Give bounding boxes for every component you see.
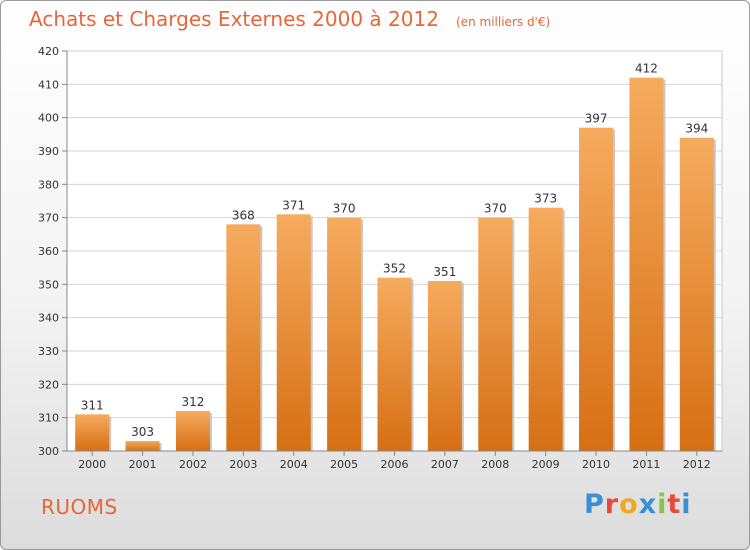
y-tick-label: 320	[38, 378, 59, 391]
bar	[226, 224, 261, 451]
logo-letter: i	[657, 489, 668, 520]
bar-value-label: 373	[534, 192, 557, 206]
x-tick-label: 2012	[683, 458, 711, 471]
x-tick-label: 2011	[632, 458, 660, 471]
bar	[528, 207, 563, 451]
bar-value-label: 312	[182, 395, 205, 409]
x-tick-label: 2006	[381, 458, 409, 471]
bar-value-label: 351	[433, 265, 456, 279]
bar	[579, 127, 614, 452]
bar-value-label: 311	[81, 398, 104, 412]
x-tick-label: 2000	[78, 458, 106, 471]
x-tick-label: 2001	[129, 458, 157, 471]
x-tick-label: 2010	[582, 458, 610, 471]
y-tick-label: 380	[38, 178, 59, 191]
y-tick-label: 390	[38, 145, 59, 158]
bar-value-label: 371	[282, 198, 305, 212]
bar-value-label: 397	[585, 112, 608, 126]
bar	[75, 414, 110, 451]
logo-letter: o	[619, 489, 639, 520]
bar	[276, 214, 311, 451]
x-tick-label: 2004	[280, 458, 308, 471]
logo-letter: t	[667, 489, 682, 520]
y-tick-label: 300	[38, 445, 59, 458]
bar	[629, 77, 664, 452]
bar	[175, 411, 210, 451]
bar-value-label: 303	[131, 425, 154, 439]
bar-value-label: 394	[685, 122, 708, 136]
y-tick-label: 420	[38, 45, 59, 58]
y-tick-label: 310	[38, 412, 59, 425]
bar-value-label: 368	[232, 208, 255, 222]
bar-value-label: 370	[333, 202, 356, 216]
x-tick-label: 2008	[481, 458, 509, 471]
bar-value-label: 352	[383, 262, 406, 276]
town-name: RUOMS	[41, 495, 118, 519]
x-tick-label: 2005	[330, 458, 358, 471]
bar	[679, 137, 714, 451]
logo-letter: i	[681, 489, 692, 520]
title-text: Achats et Charges Externes 2000 à 2012	[29, 7, 439, 31]
bar-value-label: 412	[635, 62, 658, 76]
bar	[327, 217, 362, 451]
y-tick-label: 400	[38, 112, 59, 125]
bar	[478, 217, 513, 451]
y-tick-label: 350	[38, 278, 59, 291]
chart-title: Achats et Charges Externes 2000 à 2012 (…	[29, 7, 550, 31]
x-tick-label: 2002	[179, 458, 207, 471]
logo-letter: r	[604, 489, 620, 520]
logo-letter: P	[584, 489, 605, 520]
x-tick-label: 2007	[431, 458, 459, 471]
proxiti-logo: Proxiti	[584, 489, 692, 520]
title-unit: (en milliers d'€)	[456, 15, 551, 29]
bar	[377, 277, 412, 451]
bar	[125, 441, 160, 451]
bar-value-label: 370	[484, 202, 507, 216]
y-tick-label: 360	[38, 245, 59, 258]
y-tick-label: 330	[38, 345, 59, 358]
y-tick-label: 410	[38, 78, 59, 91]
bar	[427, 281, 462, 451]
x-tick-label: 2009	[532, 458, 560, 471]
logo-letter: x	[638, 489, 658, 520]
y-tick-label: 370	[38, 212, 59, 225]
y-tick-label: 340	[38, 312, 59, 325]
x-tick-label: 2003	[229, 458, 257, 471]
